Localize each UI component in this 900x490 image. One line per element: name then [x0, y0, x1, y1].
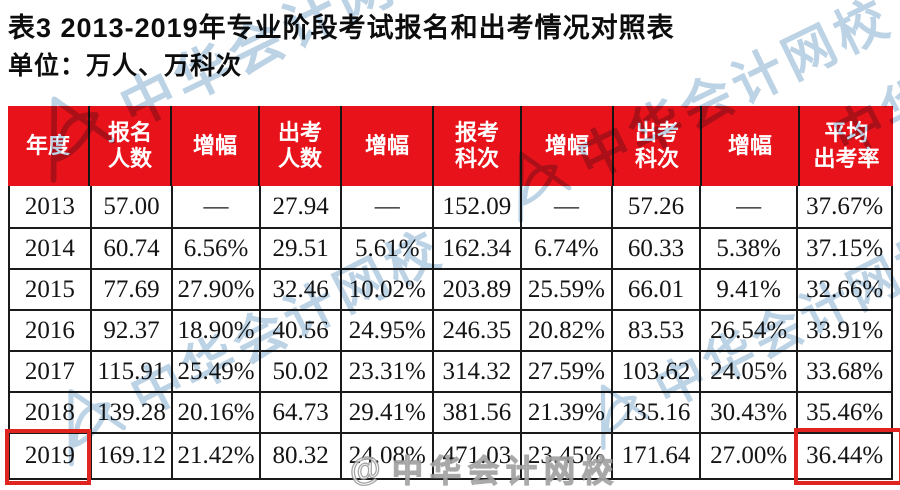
data-cell: 57.00: [89, 186, 172, 227]
data-cell: 29.51: [258, 229, 341, 268]
data-cell: 6.56%: [171, 229, 259, 268]
col-header-attended-subjects: 出考 科次: [612, 106, 700, 186]
data-cell: 50.02: [258, 352, 341, 391]
table-row: 2016 92.37 18.90% 40.56 24.95% 246.35 20.82% 83…: [10, 309, 891, 350]
data-cell: 64.73: [258, 393, 341, 432]
year-cell: 2018: [24, 398, 75, 426]
data-cell: 162.34: [432, 229, 520, 268]
data-cell: 27.00%: [698, 434, 797, 478]
data-cell: 29.41%: [340, 393, 432, 432]
col-header-growth-1: 增幅: [170, 106, 258, 186]
comparison-table: 年度 报名 人数 增幅 出考 人数 增幅 报考 科次 增幅 出考 科次 增幅 平…: [8, 106, 893, 480]
data-cell: 6.74%: [519, 229, 612, 268]
data-cell: 92.37: [89, 311, 172, 350]
data-cell: 471.03: [432, 434, 520, 478]
table-header-row: 年度 报名 人数 增幅 出考 人数 增幅 报考 科次 增幅 出考 科次 增幅 平…: [8, 106, 893, 186]
col-header-growth-3: 增幅: [520, 106, 612, 186]
data-cell: 27.94: [258, 186, 341, 227]
data-cell: 24.95%: [340, 311, 432, 350]
col-header-attendees: 出考 人数: [258, 106, 340, 186]
data-cell: 25.59%: [519, 270, 612, 309]
data-cell: 60.74: [89, 229, 172, 268]
unit-note: 单位：万人、万科次: [8, 52, 243, 80]
data-cell: 27.90%: [171, 270, 259, 309]
table-row: 2014 60.74 6.56% 29.51 5.61% 162.34 6.74% 60.33…: [10, 227, 891, 268]
data-cell: 24.08%: [340, 434, 432, 478]
col-header-growth-2: 增幅: [340, 106, 432, 186]
data-cell: 23.31%: [340, 352, 432, 391]
data-cell: 80.32: [258, 434, 341, 478]
col-header-growth-4: 增幅: [700, 106, 798, 186]
data-cell: 10.02%: [340, 270, 432, 309]
year-cell: 2017: [24, 357, 75, 385]
data-cell: 169.12: [89, 434, 172, 478]
col-header-avg-attendance-rate: 平均 出考率: [798, 106, 893, 186]
data-cell: 246.35: [432, 311, 520, 350]
data-cell: 40.56: [258, 311, 341, 350]
page-title: 表3 2013-2019年专业阶段考试报名和出考情况对照表: [8, 13, 675, 43]
data-cell: 32.46: [258, 270, 341, 309]
data-cell: 5.61%: [340, 229, 432, 268]
data-cell: 381.56: [432, 393, 520, 432]
highlight-box-year-2019: [5, 429, 91, 485]
col-header-year: 年度: [25, 133, 70, 159]
data-cell: 103.62: [611, 352, 699, 391]
data-cell: 21.39%: [519, 393, 612, 432]
year-cell: 2013: [24, 192, 75, 220]
table-body: 2013 57.00—27.94—152.09—57.26—37.67% 2014 6…: [8, 186, 893, 480]
data-cell: 30.43%: [698, 393, 797, 432]
data-cell: 5.38%: [698, 229, 797, 268]
col-header-registrants: 报名 人数: [88, 106, 170, 186]
data-cell: 20.16%: [171, 393, 259, 432]
data-cell: 57.26: [611, 186, 699, 227]
highlight-box-rate-36-44: [794, 428, 900, 485]
data-cell: 25.49%: [171, 352, 259, 391]
data-cell: —: [171, 186, 259, 227]
data-cell: 27.59%: [519, 352, 612, 391]
data-cell: 37.15%: [796, 229, 891, 268]
data-cell: 77.69: [89, 270, 172, 309]
data-cell: 115.91: [89, 352, 172, 391]
data-cell: —: [340, 186, 432, 227]
data-cell: —: [519, 186, 612, 227]
data-cell: 60.33: [611, 229, 699, 268]
data-cell: 171.64: [611, 434, 699, 478]
year-cell: 2015: [24, 275, 75, 303]
data-cell: 203.89: [432, 270, 520, 309]
data-cell: 21.42%: [171, 434, 259, 478]
data-cell: 20.82%: [519, 311, 612, 350]
table-row: 2013 57.00—27.94—152.09—57.26—37.67%: [10, 186, 891, 227]
data-cell: —: [698, 186, 797, 227]
table-row: 2017 115.91 25.49% 50.02 23.31% 314.32 27.59% 1…: [10, 350, 891, 391]
data-cell: 152.09: [432, 186, 520, 227]
data-cell: 35.46%: [796, 393, 891, 432]
year-cell: 2019: [24, 442, 75, 469]
data-cell: 135.16: [611, 393, 699, 432]
data-cell: 9.41%: [698, 270, 797, 309]
year-cell: 2016: [24, 316, 75, 344]
col-header-registered-subjects: 报考 科次: [432, 106, 520, 186]
data-cell: 33.91%: [796, 311, 891, 350]
data-cell: 83.53: [611, 311, 699, 350]
table-row: 2019 169.12 21.42% 80.32 24.08% 471.03 23.45% 1…: [10, 432, 891, 478]
table-row: 2015 77.69 27.90% 32.46 10.02% 203.89 25.59% 66…: [10, 268, 891, 309]
data-cell: 32.66%: [796, 270, 891, 309]
data-cell: 33.68%: [796, 352, 891, 391]
data-cell: 24.05%: [698, 352, 797, 391]
data-cell: 314.32: [432, 352, 520, 391]
data-cell: 26.54%: [698, 311, 797, 350]
data-cell: 66.01: [611, 270, 699, 309]
data-cell: 18.90%: [171, 311, 259, 350]
year-cell: 2014: [24, 234, 75, 262]
data-cell: 23.45%: [519, 434, 612, 478]
table-row: 2018 139.28 20.16% 64.73 29.41% 381.56 21.39% 1…: [10, 391, 891, 432]
data-cell: 139.28: [89, 393, 172, 432]
data-cell: 37.67%: [796, 186, 891, 227]
